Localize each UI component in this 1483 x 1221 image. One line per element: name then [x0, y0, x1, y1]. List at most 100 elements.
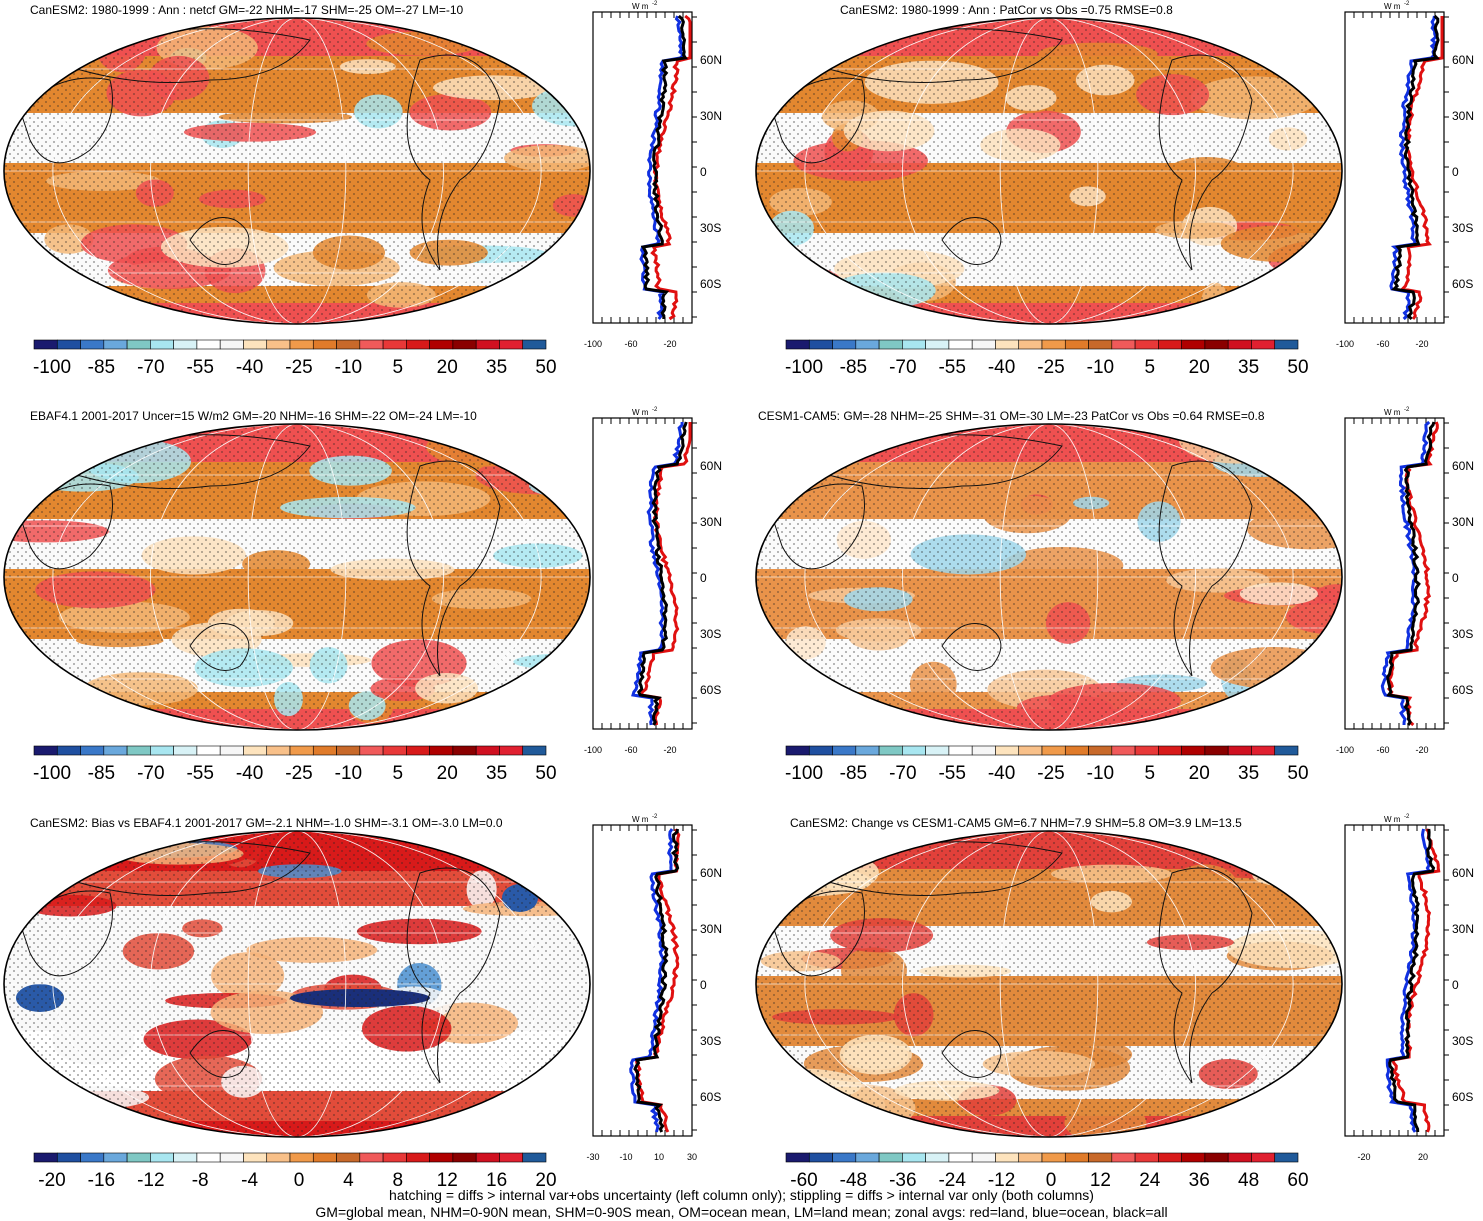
- colorbar-tick-label: -20: [38, 1170, 65, 1191]
- latitude-label: 30N: [1452, 109, 1474, 123]
- latitude-label: 60S: [700, 277, 721, 291]
- colorbar-tick-label: -25: [1037, 357, 1064, 378]
- map-panel-3: EBAF4.1 2001-2017 Uncer=15 W/m2 GM=-20 N…: [0, 406, 731, 806]
- latitude-label: 60S: [1452, 683, 1473, 697]
- latitude-label: 0: [700, 571, 707, 585]
- colorbar-tick-label: 50: [535, 763, 556, 784]
- ocean-curve: [1385, 828, 1432, 1133]
- zonal-mean-plot: W m -2 60N 30N 0 30S 60S -30 -10 10 30: [586, 814, 722, 1162]
- colorbar-tick-label: 20: [437, 763, 458, 784]
- panel-graphic: -100 -85 -70 -55 -40 -25 -10 5 20 35 50 W m -2 60N 30N…: [3, 1, 722, 378]
- all-curve: [640, 14, 688, 320]
- colorbar-tick-label: 8: [393, 1170, 404, 1191]
- zonal-mean-plot: W m -2 60N 30N 0 30S 60S -100 -60 -20: [584, 407, 722, 755]
- latitude-label: 60S: [1452, 1090, 1473, 1104]
- zonal-tick-label: -100: [584, 339, 602, 349]
- panel-graphic: -100 -85 -70 -55 -40 -25 -10 5 20 35 50 W m -2 60N 30N…: [755, 1, 1474, 378]
- colorbar-tick-label: -60: [790, 1170, 817, 1191]
- colorbar-tick-label: 5: [393, 357, 404, 378]
- latitude-label: 30N: [700, 922, 722, 936]
- colorbar-tick-label: 20: [1189, 357, 1210, 378]
- panel-graphic: -100 -85 -70 -55 -40 -25 -10 5 20 35 50 W m -2 60N 30N…: [3, 407, 722, 784]
- zonal-tick-label: 10: [654, 1152, 664, 1162]
- zonal-tick-label: -100: [584, 745, 602, 755]
- colorbar-tick-label: 12: [1090, 1170, 1111, 1191]
- colorbar-tick-label: 0: [1046, 1170, 1057, 1191]
- zonal-mean-plot: W m -2 60N 30N 0 30S 60S -100 -60 -20: [584, 1, 722, 349]
- svg-text:-2: -2: [652, 814, 658, 820]
- colorbar-tick-label: -10: [1087, 763, 1114, 784]
- latitude-label: 30N: [1452, 922, 1474, 936]
- zonal-tick-label: -60: [624, 745, 637, 755]
- colorbar-tick-label: 36: [1189, 1170, 1210, 1191]
- colorbar-tick-label: -55: [186, 357, 213, 378]
- colorbar-tick-label: -25: [285, 763, 312, 784]
- panel-title: CESM1-CAM5: GM=-28 NHM=-25 SHM=-31 OM=-3…: [758, 409, 1265, 423]
- colorbar-tick-label: 20: [1189, 763, 1210, 784]
- map-field: [4, 831, 590, 1137]
- colorbar-tick-label: 0: [294, 1170, 305, 1191]
- colorbar-tick-label: -85: [88, 357, 115, 378]
- colorbar-tick-label: -55: [186, 763, 213, 784]
- colorbar-tick-label: -25: [285, 357, 312, 378]
- zonal-tick-label: -60: [1376, 745, 1389, 755]
- svg-text:-2: -2: [1404, 814, 1410, 820]
- colorbar-tick-label: -10: [1087, 357, 1114, 378]
- colorbar-tick-label: 20: [437, 357, 458, 378]
- zonal-unit-label: W m: [1384, 408, 1401, 417]
- colorbar-tick-label: -100: [785, 763, 823, 784]
- colorbar: -100 -85 -70 -55 -40 -25 -10 5 20 35 50: [785, 339, 1309, 378]
- colorbar-tick-label: -12: [988, 1170, 1015, 1191]
- svg-text:-2: -2: [652, 407, 658, 413]
- colorbar-tick-label: 35: [486, 763, 507, 784]
- latitude-label: 0: [1452, 165, 1459, 179]
- latitude-label: 0: [700, 165, 707, 179]
- colorbar-tick-label: 5: [393, 763, 404, 784]
- latitude-label: 30S: [1452, 221, 1473, 235]
- colorbar-tick-label: 24: [1139, 1170, 1161, 1191]
- latitude-label: 60S: [700, 683, 721, 697]
- panel-title: CanESM2: Bias vs EBAF4.1 2001-2017 GM=-2…: [30, 816, 503, 830]
- latitude-label: 60N: [700, 459, 722, 473]
- map-field: [4, 18, 590, 324]
- map-panel-2: CanESM2: 1980-1999 : Ann : PatCor vs Obs…: [752, 0, 1483, 400]
- land-curve: [639, 422, 692, 726]
- zonal-tick-label: -20: [1415, 339, 1428, 349]
- zonal-unit-label: W m: [632, 2, 649, 11]
- colorbar-tick-label: -70: [889, 763, 916, 784]
- zonal-tick-label: 20: [1418, 1152, 1428, 1162]
- map-panel-6: CanESM2: Change vs CESM1-CAM5 GM=6.7 NHM…: [752, 813, 1483, 1213]
- map-field: [4, 424, 590, 730]
- zonal-tick-label: 30: [687, 1152, 697, 1162]
- colorbar-tick-label: -85: [840, 763, 867, 784]
- latitude-label: 60S: [700, 1090, 721, 1104]
- colorbar-tick-label: -48: [840, 1170, 867, 1191]
- zonal-unit-label: W m: [632, 408, 649, 417]
- colorbar-tick-label: 35: [486, 357, 507, 378]
- colorbar-tick-label: 35: [1238, 763, 1259, 784]
- map-field: [756, 831, 1342, 1137]
- colorbar-tick-label: -85: [88, 763, 115, 784]
- colorbar-tick-label: -12: [137, 1170, 164, 1191]
- ocean-curve: [1380, 420, 1431, 726]
- latitude-label: 60N: [700, 53, 722, 67]
- colorbar-tick-label: -40: [236, 763, 263, 784]
- colorbar-tick-label: -55: [938, 763, 965, 784]
- colorbar-tick-label: -100: [785, 357, 823, 378]
- colorbar-tick-label: -24: [938, 1170, 966, 1191]
- colorbar-tick-label: -10: [335, 357, 362, 378]
- all-curve: [637, 421, 688, 726]
- map-field: [756, 18, 1342, 324]
- zonal-tick-label: -20: [1415, 745, 1428, 755]
- latitude-label: 30S: [700, 221, 721, 235]
- latitude-label: 0: [1452, 978, 1459, 992]
- zonal-unit-label: W m: [1384, 815, 1401, 824]
- map-field: [756, 424, 1342, 730]
- colorbar-tick-label: -100: [33, 763, 71, 784]
- colorbar-tick-label: 35: [1238, 357, 1259, 378]
- zonal-unit-label: W m: [1384, 2, 1401, 11]
- latitude-label: 30N: [1452, 515, 1474, 529]
- colorbar: -20 -16 -12 -8 -4 0 4 8 12 16 20: [33, 1152, 557, 1191]
- colorbar-tick-label: 4: [343, 1170, 354, 1191]
- all-curve: [633, 828, 680, 1133]
